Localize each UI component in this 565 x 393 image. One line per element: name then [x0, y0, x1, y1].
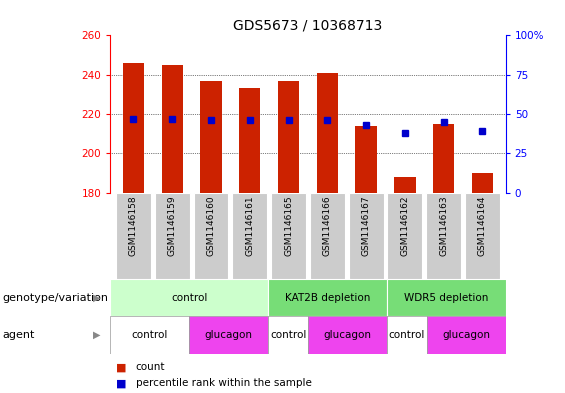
Text: glucagon: glucagon — [205, 330, 253, 340]
Bar — [123, 63, 144, 193]
Bar — [308, 316, 387, 354]
Bar — [310, 193, 345, 279]
Bar — [427, 316, 506, 354]
Bar — [349, 193, 384, 279]
Bar — [387, 279, 506, 316]
Text: GSM1146161: GSM1146161 — [245, 195, 254, 256]
Text: control: control — [171, 293, 207, 303]
Text: control: control — [270, 330, 306, 340]
Bar — [189, 316, 268, 354]
Bar — [110, 279, 268, 316]
Text: GSM1146166: GSM1146166 — [323, 195, 332, 256]
Text: glucagon: glucagon — [324, 330, 371, 340]
Text: count: count — [136, 362, 165, 373]
Text: GSM1146162: GSM1146162 — [401, 195, 410, 256]
Bar — [201, 81, 221, 193]
Text: GSM1146165: GSM1146165 — [284, 195, 293, 256]
Text: GSM1146160: GSM1146160 — [206, 195, 215, 256]
Text: GSM1146167: GSM1146167 — [362, 195, 371, 256]
Text: ■: ■ — [116, 378, 127, 388]
Text: agent: agent — [3, 330, 35, 340]
Bar — [271, 193, 306, 279]
Bar — [426, 193, 461, 279]
Text: ▶: ▶ — [93, 330, 101, 340]
Bar — [316, 73, 338, 193]
Bar — [239, 88, 260, 193]
Title: GDS5673 / 10368713: GDS5673 / 10368713 — [233, 19, 383, 33]
Bar — [465, 193, 500, 279]
Text: KAT2B depletion: KAT2B depletion — [285, 293, 371, 303]
Bar — [194, 193, 228, 279]
Text: ▶: ▶ — [93, 293, 101, 303]
Text: control: control — [389, 330, 425, 340]
Bar — [162, 65, 183, 193]
Bar — [472, 173, 493, 193]
Bar — [388, 193, 422, 279]
Text: genotype/variation: genotype/variation — [3, 293, 109, 303]
Text: GSM1146159: GSM1146159 — [168, 195, 177, 256]
Bar — [433, 124, 454, 193]
Bar — [116, 193, 151, 279]
Bar — [394, 177, 415, 193]
Bar — [387, 316, 427, 354]
Text: WDR5 depletion: WDR5 depletion — [404, 293, 489, 303]
Bar — [355, 126, 377, 193]
Text: glucagon: glucagon — [442, 330, 490, 340]
Text: percentile rank within the sample: percentile rank within the sample — [136, 378, 311, 388]
Bar — [268, 279, 387, 316]
Bar — [155, 193, 190, 279]
Text: GSM1146158: GSM1146158 — [129, 195, 138, 256]
Text: GSM1146163: GSM1146163 — [439, 195, 448, 256]
Bar — [110, 316, 189, 354]
Bar — [232, 193, 267, 279]
Text: control: control — [132, 330, 168, 340]
Text: ■: ■ — [116, 362, 127, 373]
Bar — [278, 81, 299, 193]
Bar — [268, 316, 308, 354]
Text: GSM1146164: GSM1146164 — [478, 195, 487, 256]
